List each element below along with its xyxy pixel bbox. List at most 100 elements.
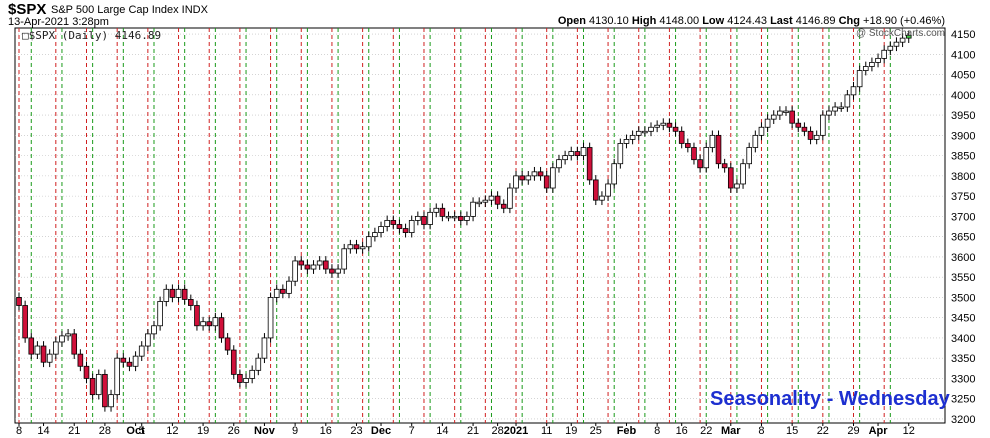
x-tick-label: 25: [590, 425, 602, 437]
candle-up: [580, 147, 587, 157]
chg-value: +18.90 (+0.46%): [863, 15, 945, 27]
x-tick-label: 9: [292, 425, 298, 437]
candle-up: [53, 341, 59, 355]
x-tick-label: 16: [320, 425, 332, 437]
candle-down: [574, 151, 581, 157]
candle-down: [206, 321, 213, 327]
high-value: 4148.00: [659, 15, 700, 27]
quote-date: 13-Apr-2021 3:28pm: [8, 16, 109, 28]
candle-down: [83, 365, 90, 379]
chart-header: $SPX S&P 500 Large Cap Index INDX 13-Apr…: [0, 0, 990, 39]
candle-up: [654, 124, 660, 128]
candle-down: [304, 264, 311, 270]
candle-up: [740, 163, 746, 185]
candle-up: [513, 175, 519, 189]
candle-up: [777, 110, 783, 116]
y-tick-label: 3900: [951, 130, 975, 142]
x-tick-label: Mar: [721, 425, 741, 437]
candle-up: [869, 62, 875, 67]
candle-down: [102, 373, 108, 408]
y-tick-label: 3800: [951, 171, 975, 183]
candle-up: [635, 130, 642, 136]
candle-down: [329, 268, 335, 274]
candle-up: [764, 118, 771, 128]
candle-up: [531, 171, 538, 177]
candle-up: [813, 134, 820, 140]
candle-down: [789, 110, 795, 124]
candle-up: [261, 337, 268, 359]
open-value: 4130.10: [589, 15, 629, 27]
candle-up: [378, 226, 384, 233]
candle-up: [629, 134, 636, 140]
candle-up: [470, 201, 476, 217]
x-tick-label: 29: [847, 425, 859, 437]
candle-up: [273, 288, 280, 298]
candle-down: [543, 175, 550, 189]
candle-down: [188, 299, 194, 306]
candle-up: [384, 220, 390, 227]
watermark-title: Seasonality - Wednesday: [710, 388, 950, 410]
candle-up: [267, 297, 274, 339]
candle-up: [359, 246, 366, 250]
candle-up: [335, 268, 341, 274]
candle-down: [795, 122, 802, 128]
x-tick-label: 16: [676, 425, 688, 437]
candle-down: [519, 175, 525, 181]
candle-up: [286, 280, 292, 294]
candle-up: [249, 369, 255, 379]
candle-up: [617, 143, 624, 165]
candle-down: [685, 143, 691, 148]
candle-up: [316, 260, 323, 266]
candle-down: [396, 224, 403, 229]
candle-down: [181, 288, 188, 300]
y-tick-label: 4100: [951, 49, 975, 61]
candle-up: [783, 110, 789, 113]
candle-up: [832, 106, 838, 112]
y-tick-label: 3850: [951, 151, 975, 163]
x-tick-label: 8: [16, 425, 22, 437]
symbol: $SPX: [8, 1, 47, 18]
candle-up: [642, 130, 648, 134]
candle-down: [16, 297, 22, 306]
candle-up: [488, 195, 495, 201]
candle-down: [402, 228, 409, 233]
candle-down: [537, 171, 544, 177]
candle-down: [237, 373, 243, 383]
candle-up: [899, 37, 906, 43]
x-tick-label: 19: [565, 425, 577, 437]
x-tick-label: 14: [436, 425, 448, 437]
candle-up: [372, 232, 378, 238]
y-tick-label: 3650: [951, 232, 975, 244]
candle-up: [347, 244, 354, 250]
candle-up: [648, 126, 654, 132]
low-value: 4124.43: [727, 15, 768, 27]
candle-down: [77, 353, 84, 367]
candle-up: [65, 333, 71, 337]
candle-up: [46, 353, 53, 363]
x-tick-label: Dec: [371, 425, 391, 437]
candle-down: [71, 333, 78, 355]
candle-down: [194, 305, 200, 327]
candle-up: [752, 134, 759, 148]
candle-up: [525, 175, 532, 181]
candle-up: [175, 288, 182, 298]
candle-up: [243, 378, 249, 383]
x-tick-label: 23: [350, 425, 362, 437]
y-tick-label: 3250: [951, 394, 975, 406]
candle-up: [464, 215, 470, 221]
candle-down: [678, 130, 685, 144]
candle-up: [660, 122, 667, 126]
candle-up: [562, 155, 568, 161]
candle-down: [697, 159, 703, 169]
candle-up: [476, 201, 483, 205]
candle-up: [157, 301, 163, 327]
candle-up: [59, 335, 65, 343]
candle-up: [605, 183, 611, 197]
y-tick-label: 4050: [951, 70, 975, 82]
candle-down: [439, 207, 446, 217]
candle-down: [500, 203, 507, 209]
brand-credit: @ StockCharts.com: [855, 28, 945, 39]
candle-down: [224, 337, 231, 351]
candle-last: [905, 34, 912, 39]
x-tick-label: 12: [903, 425, 915, 437]
